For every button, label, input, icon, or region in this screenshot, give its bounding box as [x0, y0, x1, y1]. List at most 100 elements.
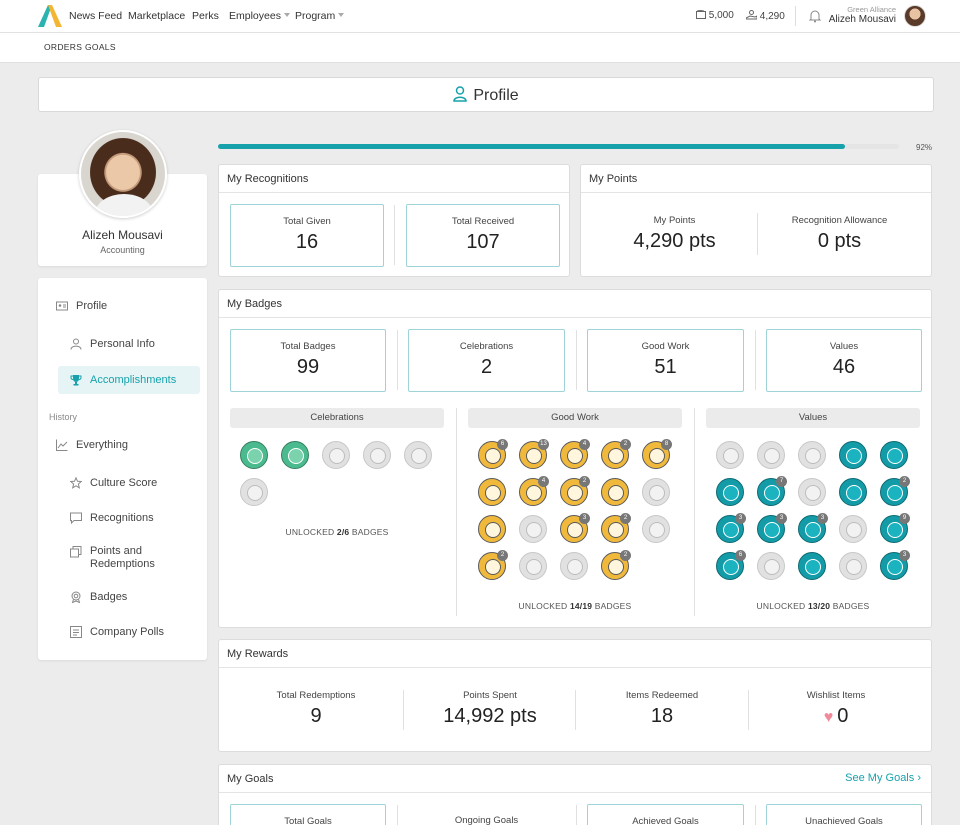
sidebar-item-everything[interactable]: Everything — [56, 439, 128, 451]
good-work-badge-icon[interactable]: 3 — [560, 513, 590, 543]
total-goals-box[interactable]: Total Goals — [230, 804, 386, 825]
progress-fill — [218, 144, 845, 149]
sidebar-item-label: Badges — [90, 591, 128, 603]
points-stat[interactable]: 4,290 — [745, 10, 785, 22]
good-work-badge-icon[interactable]: 4 — [519, 476, 549, 506]
value-badge-icon[interactable]: 6 — [716, 550, 746, 580]
value-badge-icon[interactable]: 3 — [880, 550, 910, 580]
value-badge-icon[interactable]: 3 — [798, 513, 828, 543]
value-badge-icon[interactable] — [839, 478, 867, 506]
wallet-value: 5,000 — [708, 10, 734, 21]
good-work-badge-icon[interactable] — [519, 515, 547, 543]
value-badge-icon[interactable]: 3 — [757, 513, 787, 543]
sidebar-item-profile[interactable]: Profile — [56, 300, 107, 312]
sidebar-item-company-polls[interactable]: Company Polls — [70, 626, 164, 638]
stat-label: Total Redemptions — [276, 690, 356, 701]
sidebar-item-label: Accomplishments — [90, 374, 177, 386]
value-badge-icon[interactable] — [880, 441, 908, 469]
recognitions-panel: My Recognitions Total Given 16 Total Rec… — [218, 164, 570, 277]
badge-emblem — [805, 559, 821, 575]
sidebar-item-recognitions[interactable]: Recognitions — [70, 512, 154, 524]
sidebar-item-label: Points and Redemptions — [90, 545, 155, 571]
total-badges-box[interactable]: Total Badges 99 — [230, 329, 386, 392]
values-box[interactable]: Values 46 — [766, 329, 922, 392]
good-work-badge-icon[interactable]: 2 — [601, 513, 631, 543]
value-badge-icon[interactable]: 9 — [880, 513, 910, 543]
nav-perks[interactable]: Perks — [192, 10, 219, 22]
good-work-badge-icon[interactable]: 6 — [478, 439, 508, 469]
sidebar-item-personal-info[interactable]: Personal Info — [70, 338, 155, 350]
good-work-badge-icon[interactable] — [478, 515, 506, 543]
good-work-badge-icon[interactable]: 8 — [642, 439, 672, 469]
good-work-badge-icon[interactable]: 2 — [560, 476, 590, 506]
value-badge-icon[interactable] — [839, 441, 867, 469]
value-badge-icon[interactable] — [798, 478, 826, 506]
avatar-shirt — [95, 194, 153, 216]
good-work-badge-icon[interactable] — [642, 478, 670, 506]
unachieved-goals-box[interactable]: Unachieved Goals — [766, 804, 922, 825]
celebrations-box[interactable]: Celebrations 2 — [408, 329, 565, 392]
good-work-badge-icon[interactable] — [478, 478, 506, 506]
badge-emblem — [723, 559, 739, 575]
sidebar-item-points-redemptions[interactable]: Points and Redemptions — [70, 545, 155, 571]
value-badge-icon[interactable]: 7 — [757, 476, 787, 506]
badge-emblem — [846, 522, 862, 538]
celebration-badge-icon[interactable] — [322, 441, 350, 469]
nav-employees[interactable]: Employees — [229, 10, 290, 22]
badge-emblem — [567, 522, 583, 538]
stat-value: 14,992 pts — [443, 705, 537, 727]
subnav-goals[interactable]: GOALS — [85, 42, 116, 52]
value-badge-icon[interactable]: 3 — [716, 513, 746, 543]
good-work-badge-icon[interactable]: 2 — [601, 550, 631, 580]
good-work-badge-icon[interactable] — [601, 478, 629, 506]
divider — [748, 690, 749, 730]
good-work-badge-icon[interactable]: 2 — [601, 439, 631, 469]
value-badge-icon[interactable] — [716, 478, 744, 506]
celebration-badge-icon[interactable] — [240, 441, 268, 469]
divider — [694, 408, 695, 616]
value-badge-icon[interactable] — [716, 441, 744, 469]
good-work-badge-icon[interactable]: 2 — [478, 550, 508, 580]
value-badge-icon[interactable]: 2 — [880, 476, 910, 506]
value-badge-icon[interactable] — [798, 552, 826, 580]
good-work-badge-icon[interactable] — [642, 515, 670, 543]
wallet-icon — [696, 9, 706, 19]
wallet-stat[interactable]: 5,000 — [696, 9, 734, 21]
value-badge-icon[interactable] — [839, 515, 867, 543]
good-work-badge-icon[interactable]: 4 — [560, 439, 590, 469]
value-badge-icon[interactable] — [839, 552, 867, 580]
bell-icon[interactable] — [808, 9, 822, 23]
badge-count: 2 — [620, 550, 631, 561]
good-work-badge-icon[interactable] — [519, 552, 547, 580]
sidebar-item-culture-score[interactable]: Culture Score — [70, 477, 157, 489]
nav-marketplace[interactable]: Marketplace — [128, 10, 186, 22]
good-work-badge-icon[interactable] — [560, 552, 588, 580]
award-icon — [71, 591, 81, 603]
subnav-orders[interactable]: ORDERS — [44, 42, 83, 52]
see-my-goals-link[interactable]: See My Goals › — [845, 772, 921, 784]
avatar[interactable] — [904, 5, 926, 27]
app-logo-icon[interactable] — [38, 5, 62, 27]
value-badge-icon[interactable] — [757, 441, 785, 469]
celebration-badge-icon[interactable] — [240, 478, 268, 506]
value-badge-icon[interactable] — [798, 441, 826, 469]
total-given-box[interactable]: Total Given 16 — [230, 204, 384, 267]
sidebar-item-badges[interactable]: Badges — [70, 591, 127, 603]
label-line-2: Redemptions — [90, 558, 155, 570]
value-badge-icon[interactable] — [757, 552, 785, 580]
total-received-box[interactable]: Total Received 107 — [406, 204, 560, 267]
sidebar-item-label: Culture Score — [90, 477, 158, 489]
celebration-badge-icon[interactable] — [281, 441, 309, 469]
wishlist-stat[interactable]: Wishlist Items ♥ 0 — [750, 690, 922, 728]
celebration-badge-icon[interactable] — [404, 441, 432, 469]
good-work-badge-icon[interactable]: 13 — [519, 439, 549, 469]
sidebar-item-accomplishments[interactable]: Accomplishments — [70, 374, 176, 386]
badge-emblem — [567, 559, 583, 575]
nav-news-feed[interactable]: News Feed — [69, 10, 123, 22]
nav-program[interactable]: Program — [295, 10, 345, 22]
good-work-box[interactable]: Good Work 51 — [587, 329, 744, 392]
points-spent-stat: Points Spent 14,992 pts — [405, 690, 575, 728]
achieved-goals-box[interactable]: Achieved Goals — [587, 804, 744, 825]
celebration-badge-icon[interactable] — [363, 441, 391, 469]
user-name[interactable]: Alizeh Mousavi — [828, 14, 896, 25]
